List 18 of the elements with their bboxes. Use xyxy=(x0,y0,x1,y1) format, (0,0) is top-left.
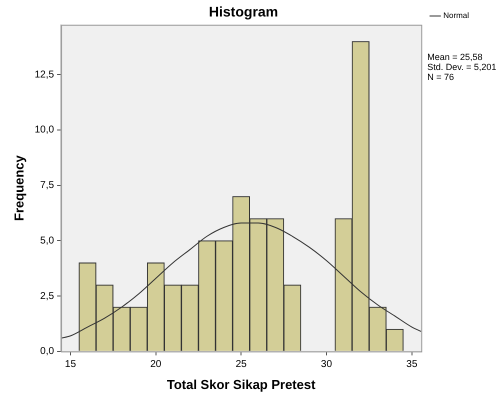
text: N = 76 xyxy=(427,72,454,82)
x-axis-title: Total Skor Sikap Pretest xyxy=(166,376,316,392)
text: Mean = 25,58 xyxy=(427,52,483,62)
x-tick-label: 15 xyxy=(64,359,76,370)
x-tick-label: 30 xyxy=(320,359,332,370)
chart-title: Histogram xyxy=(208,3,278,20)
y-tick-label: 10,0 xyxy=(34,124,54,136)
y-tick-label: 7,5 xyxy=(40,180,54,192)
y-tick-label: 12,5 xyxy=(34,69,54,80)
text: Std. Dev. = 5,201 xyxy=(427,62,496,72)
x-tick-label: 25 xyxy=(236,359,248,370)
y-axis-title: Frequency xyxy=(11,154,26,221)
x-tick-label: 35 xyxy=(406,359,418,370)
legend-label: Normal xyxy=(443,11,470,20)
y-tick-label: 5,0 xyxy=(40,235,54,246)
y-tick-label: 0,0 xyxy=(40,346,54,358)
y-tick-label: 2,5 xyxy=(40,290,54,302)
x-tick-label: 20 xyxy=(150,359,162,370)
